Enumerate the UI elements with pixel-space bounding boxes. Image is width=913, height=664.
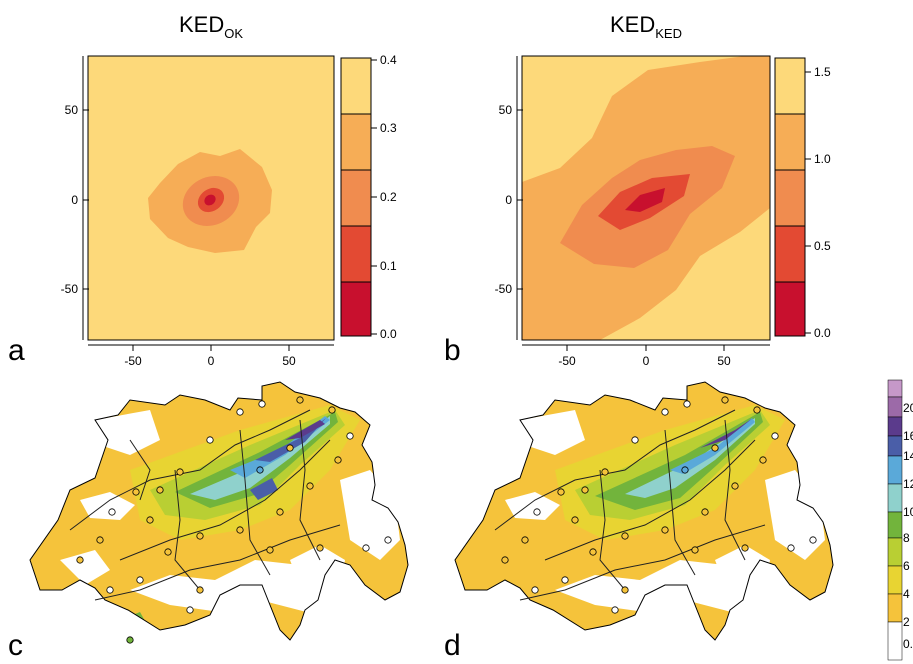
colorbar-tick-label: 0.3 [380,121,397,135]
panel-c: c [8,381,409,662]
colorbar-swatch [774,281,806,337]
panel-b: KEDKED -50 0 50 50 0 -50 [444,12,831,368]
panel-b-x-tick-label: 0 [643,354,650,368]
colorbar-tick-label: 0.0 [814,326,831,340]
panel-a-x-tick-label: -50 [124,354,142,368]
dry-area [60,550,110,585]
contour-level-0-0.05 [204,194,216,206]
legend-swatch [887,483,903,513]
panel-a: KEDOK -50 0 50 50 0 -50 [8,12,397,368]
colorbar-swatch [774,225,806,283]
legend-tick-label: 4 [903,587,910,601]
legend-tick-label: 6 [903,559,910,573]
dry-area [555,560,755,615]
catchment-boundaries [69,409,341,601]
panel-a-colorbar: 0.4 0.3 0.2 0.1 0.0 [340,53,397,341]
legend-tick-label: 12 [903,477,913,491]
precip-zone-14-16 [285,420,325,440]
colorbar-tick-label: 0.1 [380,259,397,273]
precip-zone-12-14 [255,418,326,462]
colorbar-swatch [340,281,372,337]
colorbar-swatch [774,57,806,115]
colorbar-tick-label: 0.4 [380,53,397,67]
precip-zone-12-14 [250,478,278,500]
legend-swatch [887,621,903,661]
colorbar-tick-label: 0.0 [380,327,397,341]
legend-swatch [887,379,903,398]
panel-a-frame [87,55,335,341]
legend-swatch [887,511,903,539]
legend-swatch [887,593,903,623]
colorbar-swatch [340,225,372,283]
panel-b-y-tick-label: 50 [499,103,513,117]
colorbar-swatch [340,113,372,171]
legend-swatch [887,455,903,485]
colorbar-tick-label: 1.5 [814,65,831,79]
panel-a-contours [88,56,334,340]
legend-tick-label: 10 [903,505,913,519]
panel-b-title: KEDKED [610,12,682,41]
panel-label-b: b [444,334,461,367]
colorbar-tick-label: 1.0 [814,152,831,166]
legend-tick-label: 8 [903,531,910,545]
panel-c-precip-field [30,382,408,640]
dry-area [130,560,330,615]
precip-zone-8-10 [190,416,330,500]
precip-zone-10-12 [670,418,755,474]
legend-tick-label: 14 [903,449,913,463]
panel-a-y-tick-label: 50 [65,103,79,117]
panel-b-contours [522,56,770,340]
contour-level-0-0.25 [625,188,665,212]
panel-a-x-tick-label: 50 [282,354,296,368]
panel-a-x-tick-label: 0 [208,354,215,368]
legend-tick-label: 0.5 [903,637,913,651]
dry-area [520,410,585,455]
precip-zone-6-8 [595,412,763,510]
colorbar-tick-label: 0.5 [814,239,831,253]
station-markers [501,396,817,614]
panel-label-c: c [8,629,23,662]
panel-d-precip-field [455,382,833,640]
legend-swatch [887,396,903,418]
catchment-boundaries [494,409,766,601]
dry-area [95,410,160,455]
precip-zone-8-10 [625,418,755,498]
panel-b-y-tick-label: 0 [505,193,512,207]
legend-swatch [887,416,903,437]
legend-tick-label: 2 [903,615,910,629]
panel-d: d [444,381,834,662]
colorbar-swatch [774,113,806,171]
panel-b-colorbar: 1.5 1.0 0.5 0.0 [774,57,831,340]
panel-a-title: KEDOK [179,12,243,41]
colorbar-tick-label: 0.2 [380,190,397,204]
station-markers [76,396,392,644]
panel-a-y-tick-label: -50 [61,282,79,296]
panel-b-frame [521,55,771,341]
panel-b-y-tick-label: -50 [495,282,513,296]
dry-area [505,492,560,520]
legend-tick-label: 20 [903,401,913,415]
legend-tick-label: 16 [903,429,913,443]
colorbar-swatch [774,169,806,227]
dry-area [80,492,135,520]
legend-swatch [887,537,903,567]
panel-label-d: d [444,629,461,662]
map-colorbar: 20 16 14 12 10 8 6 4 2 0.5 [887,379,913,661]
legend-swatch [887,435,903,457]
colorbar-swatch [340,169,372,227]
panel-b-x-tick-label: 50 [717,354,731,368]
colorbar-swatch [340,57,372,115]
panel-a-y-tick-label: 0 [71,193,78,207]
switzerland-border [454,381,834,641]
switzerland-border [29,381,409,641]
panel-label-a: a [8,334,25,367]
panel-b-x-tick-label: -50 [558,354,576,368]
legend-swatch [887,565,903,595]
